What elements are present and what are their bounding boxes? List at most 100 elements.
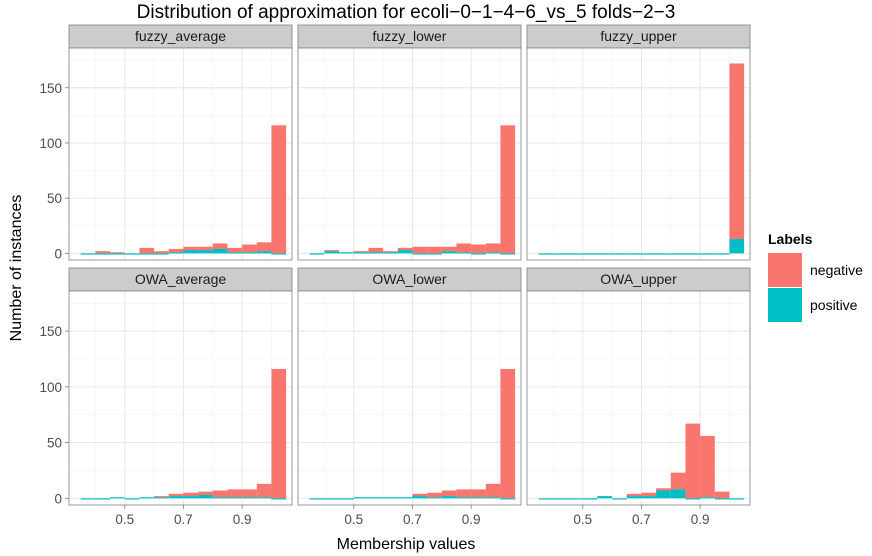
bar-positive — [412, 253, 428, 255]
bar-positive — [500, 253, 516, 255]
plot-background — [69, 48, 292, 260]
bar-positive — [339, 498, 354, 500]
bar-negative — [212, 243, 228, 249]
facet-panel: fuzzy_lower — [297, 24, 522, 261]
bar-negative — [227, 247, 243, 253]
bar-negative — [271, 125, 287, 254]
x-tick-label: 0.7 — [403, 512, 422, 527]
bar-negative — [641, 492, 657, 497]
y-tick-label: 100 — [39, 380, 62, 395]
bar-positive — [309, 253, 325, 255]
bar-positive — [80, 498, 96, 500]
bar-positive — [368, 497, 384, 499]
y-tick-label: 150 — [39, 324, 62, 339]
bar-positive — [227, 252, 243, 254]
bar-positive — [324, 251, 340, 254]
bar-negative — [685, 423, 701, 499]
bar-positive — [538, 498, 554, 500]
bar-negative — [168, 493, 184, 497]
bar-positive — [626, 496, 642, 499]
bar-positive — [95, 498, 111, 500]
plot-background — [527, 48, 750, 260]
bar-positive — [227, 497, 243, 499]
bar-positive — [568, 498, 583, 500]
bar-negative — [227, 489, 243, 498]
bar-positive — [568, 253, 583, 255]
legend-key-negative — [768, 253, 802, 287]
bar-positive — [80, 253, 96, 255]
facet-label: OWA_average — [135, 271, 227, 287]
bar-negative — [271, 369, 287, 499]
x-tick-label: 0.9 — [691, 512, 710, 527]
bar-negative — [656, 488, 671, 491]
bar-positive — [670, 253, 686, 255]
plot-background — [69, 291, 292, 505]
bar-positive — [656, 490, 671, 499]
legend-key-positive — [768, 288, 802, 322]
bar-negative — [212, 490, 228, 498]
bar-positive — [154, 253, 169, 255]
bar-positive — [124, 498, 140, 500]
bar-negative — [700, 435, 715, 498]
facet-label: OWA_lower — [372, 271, 447, 287]
bar-positive — [553, 253, 569, 255]
bar-positive — [685, 498, 701, 500]
bar-positive — [641, 253, 657, 255]
bar-negative — [427, 492, 442, 498]
y-tick-label: 100 — [39, 136, 62, 151]
bar-negative — [168, 248, 184, 253]
x-axis-title: Membership values — [337, 536, 476, 553]
x-axis: 0.5 0.7 0.9 0.5 0.7 0.9 0.5 0.7 0.9 — [115, 505, 710, 527]
bar-positive — [95, 253, 111, 255]
facet-label: fuzzy_average — [135, 28, 226, 44]
bar-negative — [139, 247, 155, 254]
bar-positive — [456, 497, 472, 499]
facet-panel: OWA_lower — [297, 267, 522, 506]
bar-negative — [324, 250, 340, 252]
bar-positive — [500, 498, 516, 500]
bar-positive — [368, 252, 384, 254]
bar-positive — [412, 496, 428, 499]
bar-negative — [626, 493, 642, 497]
bar-positive — [626, 253, 642, 255]
bar-positive — [714, 498, 730, 500]
y-axis: 0 50 100 150 0 50 100 150 — [39, 81, 69, 506]
y-tick-label: 150 — [39, 81, 62, 96]
bar-positive — [538, 253, 554, 255]
bar-negative — [670, 472, 686, 490]
bar-positive — [271, 498, 287, 500]
bar-positive — [656, 253, 671, 255]
panel-border — [68, 47, 293, 261]
bar-negative — [456, 489, 472, 498]
bar-positive — [612, 253, 627, 255]
bar-negative — [383, 251, 398, 253]
bar-negative — [485, 483, 501, 498]
panel-border — [297, 290, 522, 506]
bar-positive — [212, 497, 228, 499]
facet-panel: OWA_upper — [526, 267, 751, 506]
x-tick-label: 0.5 — [573, 512, 592, 527]
bar-positive — [485, 252, 501, 254]
bar-positive — [729, 498, 745, 500]
bar-positive — [256, 497, 272, 499]
bar-positive — [256, 251, 272, 254]
legend-title: Labels — [768, 231, 813, 247]
bar-negative — [500, 125, 516, 254]
bar-positive — [441, 496, 457, 499]
facet-label: fuzzy_lower — [373, 28, 447, 44]
bar-positive — [139, 497, 155, 499]
bar-negative — [471, 489, 486, 498]
bar-negative — [242, 489, 257, 498]
bar-negative — [256, 483, 272, 498]
bar-negative — [110, 252, 125, 254]
panel-border — [68, 290, 293, 506]
y-tick-label: 50 — [47, 191, 62, 206]
y-axis-title: Number of instances — [8, 195, 25, 342]
plot-background — [298, 291, 521, 505]
bar-negative — [183, 492, 199, 497]
bar-negative — [412, 246, 428, 254]
facet-label: fuzzy_upper — [600, 28, 677, 44]
bar-negative — [471, 244, 486, 254]
facet-panel: OWA_average — [68, 267, 293, 506]
